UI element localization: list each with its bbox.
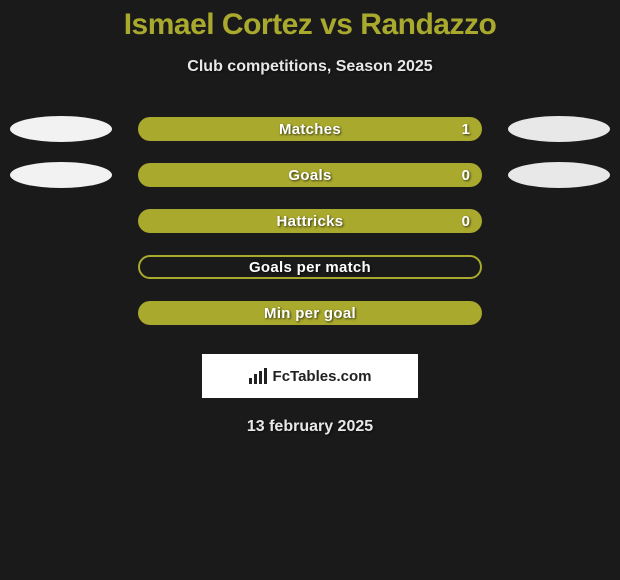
brand-text: FcTables.com xyxy=(273,368,372,385)
brand-badge: FcTables.com xyxy=(202,354,418,398)
stat-pill-right xyxy=(508,162,610,188)
stat-value: 0 xyxy=(462,167,470,184)
page-subtitle: Club competitions, Season 2025 xyxy=(0,58,620,76)
stat-pill-right xyxy=(508,116,610,142)
stat-row: Goals per match xyxy=(0,244,620,290)
stat-value: 1 xyxy=(462,121,470,138)
stat-row: Hattricks 0 xyxy=(0,198,620,244)
stat-bar: Goals per match xyxy=(138,255,482,279)
stat-pill-left xyxy=(10,116,112,142)
stat-label: Min per goal xyxy=(264,305,356,322)
stat-value: 0 xyxy=(462,213,470,230)
stat-rows: Matches 1 Goals 0 Hattricks 0 Goals per … xyxy=(0,106,620,336)
stat-bar: Min per goal xyxy=(138,301,482,325)
stat-pill-left xyxy=(10,162,112,188)
stat-row: Goals 0 xyxy=(0,152,620,198)
stat-bar: Matches 1 xyxy=(138,117,482,141)
stat-row: Matches 1 xyxy=(0,106,620,152)
brand-chart-icon xyxy=(249,368,269,384)
stat-label: Hattricks xyxy=(277,213,344,230)
stat-bar: Hattricks 0 xyxy=(138,209,482,233)
stat-label: Goals xyxy=(288,167,331,184)
stat-bar: Goals 0 xyxy=(138,163,482,187)
stat-label: Matches xyxy=(279,121,341,138)
footer-date: 13 february 2025 xyxy=(0,418,620,436)
page-title: Ismael Cortez vs Randazzo xyxy=(0,8,620,42)
comparison-panel: Ismael Cortez vs Randazzo Club competiti… xyxy=(0,0,620,436)
stat-label: Goals per match xyxy=(249,259,371,276)
stat-row: Min per goal xyxy=(0,290,620,336)
